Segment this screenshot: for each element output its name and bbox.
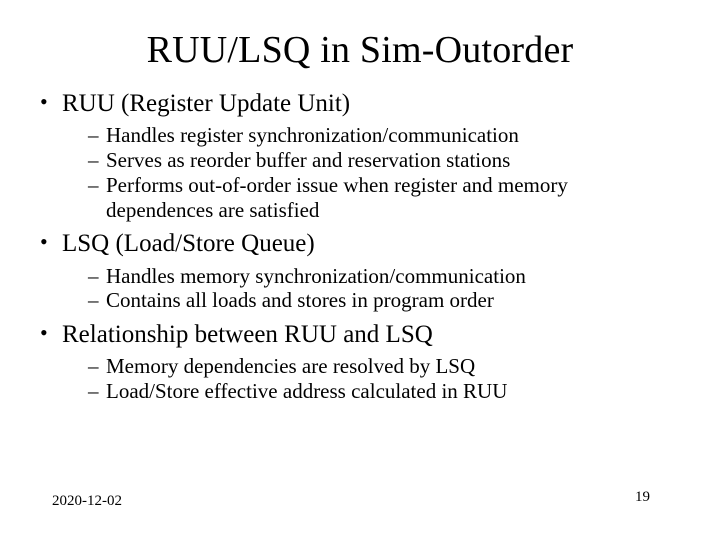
bullet-item: Relationship between RUU and LSQ Memory … <box>40 319 680 404</box>
sub-item: Performs out-of-order issue when registe… <box>88 173 680 223</box>
bullet-text: Relationship between RUU and LSQ <box>62 321 433 348</box>
bullet-text: LSQ (Load/Store Queue) <box>62 230 315 257</box>
sub-item: Handles memory synchronization/communica… <box>88 264 680 289</box>
bullet-item: RUU (Register Update Unit) Handles regis… <box>40 88 680 222</box>
bullet-list: RUU (Register Update Unit) Handles regis… <box>40 88 680 404</box>
sub-item: Handles register synchronization/communi… <box>88 123 680 148</box>
sub-list: Memory dependencies are resolved by LSQ … <box>62 354 680 404</box>
slide-title: RUU/LSQ in Sim-Outorder <box>40 28 680 72</box>
sub-list: Handles register synchronization/communi… <box>62 123 680 222</box>
sub-item: Load/Store effective address calculated … <box>88 379 680 404</box>
sub-list: Handles memory synchronization/communica… <box>62 264 680 314</box>
sub-item: Contains all loads and stores in program… <box>88 288 680 313</box>
sub-item: Memory dependencies are resolved by LSQ <box>88 354 680 379</box>
slide: RUU/LSQ in Sim-Outorder RUU (Register Up… <box>0 0 720 540</box>
footer-page-number: 19 <box>635 489 650 506</box>
sub-item: Serves as reorder buffer and reservation… <box>88 148 680 173</box>
footer-date: 2020-12-02 <box>52 493 122 510</box>
bullet-text: RUU (Register Update Unit) <box>62 90 350 117</box>
bullet-item: LSQ (Load/Store Queue) Handles memory sy… <box>40 228 680 313</box>
